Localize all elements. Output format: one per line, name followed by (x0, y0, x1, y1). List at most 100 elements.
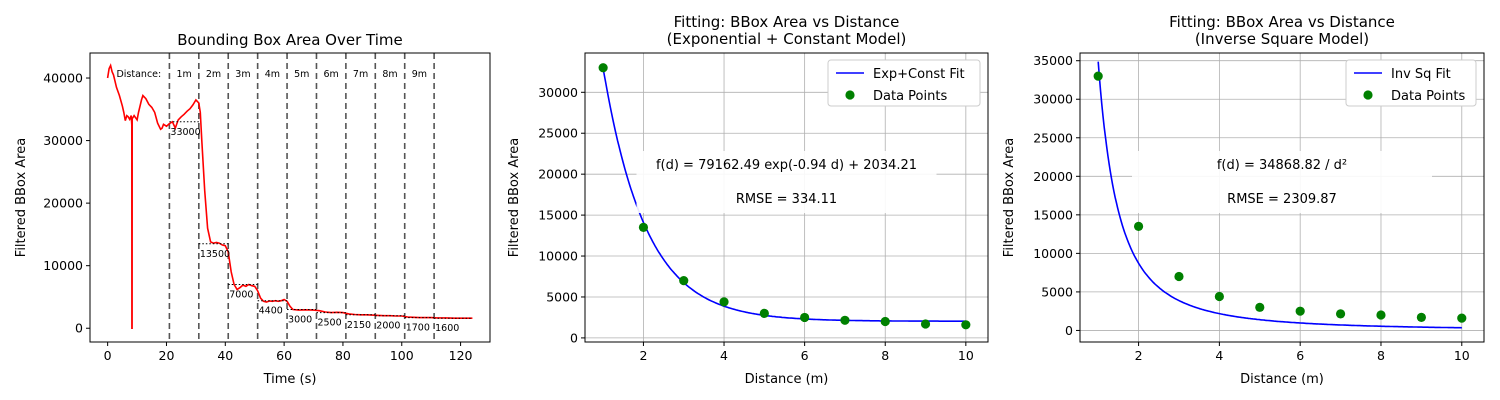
fit-rmse: RMSE = 334.11 (736, 192, 837, 207)
y-axis-label: Filtered BBox Area (14, 138, 29, 257)
y-tick-label: 20000 (1033, 169, 1073, 184)
distance-label: 4m (265, 69, 280, 80)
y-tick-label: 30000 (43, 133, 83, 148)
legend-box (827, 59, 981, 107)
data-point (598, 63, 608, 73)
annotation-box (1132, 151, 1432, 213)
value-annotation: 2000 (376, 321, 400, 332)
legend-points-swatch (1363, 90, 1373, 100)
legend-points-label: Data Points (1391, 89, 1465, 104)
value-annotation: 3000 (288, 314, 312, 325)
fit-curve (602, 67, 966, 322)
legend-points-swatch (845, 90, 855, 100)
data-point (840, 315, 850, 325)
distance-header-label: Distance: (116, 69, 161, 80)
distance-label: 8m (382, 69, 397, 80)
plot-area (106, 53, 473, 342)
data-point (920, 319, 931, 329)
value-annotation: 7000 (229, 289, 253, 300)
plot-area (1093, 61, 1467, 329)
distance-label: 6m (324, 69, 339, 80)
chart-title: Fitting: BBox Area vs Distance (1169, 13, 1395, 31)
x-axis-label: Distance (m) (745, 372, 829, 387)
chart-title: Fitting: BBox Area vs Distance (674, 13, 900, 31)
distance-label: 9m (412, 69, 427, 80)
x-tick-label: 2 (1135, 348, 1143, 363)
x-tick-label: 6 (801, 348, 809, 363)
value-annotation: 2500 (317, 318, 341, 329)
value-annotation: 2150 (347, 320, 371, 331)
data-point (1376, 310, 1386, 320)
fit-equation: f(d) = 34868.82 / d² (1217, 158, 1347, 173)
y-tick-label: 15000 (538, 208, 578, 223)
y-tick-label: 15000 (1033, 207, 1073, 222)
y-tick-label: 20000 (538, 167, 578, 182)
x-axis-label: Distance (m) (1240, 372, 1324, 387)
chart-title: Bounding Box Area Over Time (177, 31, 402, 49)
y-tick-label: 30000 (538, 85, 578, 100)
x-tick-label: 4 (1215, 348, 1223, 363)
y-tick-label: 0 (570, 330, 578, 345)
y-tick-label: 30000 (1033, 92, 1073, 107)
x-axis-label: Time (s) (263, 372, 317, 387)
x-tick-label: 80 (335, 348, 351, 363)
value-annotation: 1700 (406, 323, 430, 334)
x-tick-label: 8 (881, 348, 889, 363)
x-tick-label: 4 (720, 348, 728, 363)
data-point (1295, 306, 1305, 316)
annotation-box (636, 151, 937, 213)
x-tick-label: 0 (104, 348, 112, 363)
y-tick-label: 40000 (43, 71, 83, 86)
distance-label: 5m (294, 69, 309, 80)
fit-curve (1097, 61, 1462, 329)
axes-frame (1079, 52, 1485, 343)
value-annotation: 33000 (170, 127, 200, 138)
distance-label: 7m (353, 69, 368, 80)
data-point (759, 308, 769, 318)
data-point (1174, 271, 1184, 282)
x-tick-label: 10 (958, 348, 974, 363)
y-tick-label: 10000 (43, 258, 83, 273)
x-tick-label: 8 (1377, 348, 1385, 363)
fit-equation: f(d) = 79162.49 exp(-0.94 d) + 2034.21 (656, 158, 917, 173)
data-point (961, 320, 971, 330)
value-annotation: 1600 (435, 323, 459, 334)
chart-1: Bounding Box Area Over Time 33000 13500 700… (14, 31, 491, 387)
y-tick-label: 5000 (546, 289, 578, 304)
chart-subtitle: (Exponential + Constant Model) (667, 30, 907, 48)
data-point (719, 297, 729, 307)
data-point (880, 316, 890, 327)
y-axis-label: Filtered BBox Area (507, 138, 522, 257)
data-point (638, 222, 649, 232)
y-tick-label: 10000 (1033, 246, 1073, 261)
plot-area (598, 63, 971, 330)
y-tick-label: 20000 (43, 196, 83, 211)
x-tick-label: 60 (276, 348, 292, 363)
chart-2: Fitting: BBox Area vs Distance(Exponenti… (507, 13, 989, 387)
data-point (1416, 312, 1426, 322)
chart-subtitle: (Inverse Square Model) (1195, 30, 1369, 48)
axes-frame (89, 52, 491, 343)
legend-box (1345, 59, 1477, 107)
distance-label: 2m (206, 69, 221, 80)
y-tick-label: 0 (75, 321, 83, 336)
fit-rmse: RMSE = 2309.87 (1227, 192, 1337, 207)
data-point (1093, 71, 1103, 81)
data-point (1214, 291, 1224, 302)
distance-label: 3m (235, 69, 250, 80)
chart-3: Fitting: BBox Area vs Distance(Inverse S… (1002, 13, 1485, 387)
data-point (800, 312, 810, 323)
data-point (679, 275, 689, 286)
distance-label: 1m (176, 69, 191, 80)
value-annotation: 4400 (259, 306, 283, 317)
y-tick-label: 0 (1065, 323, 1073, 338)
value-annotation: 13500 (200, 249, 230, 260)
legend-fit-label: Inv Sq Fit (1391, 67, 1451, 82)
y-tick-label: 25000 (538, 126, 578, 141)
y-tick-label: 35000 (1033, 53, 1073, 68)
x-tick-label: 2 (639, 348, 647, 363)
legend-points-label: Data Points (873, 89, 947, 104)
axes-frame (584, 52, 989, 343)
x-tick-label: 10 (1454, 348, 1470, 363)
